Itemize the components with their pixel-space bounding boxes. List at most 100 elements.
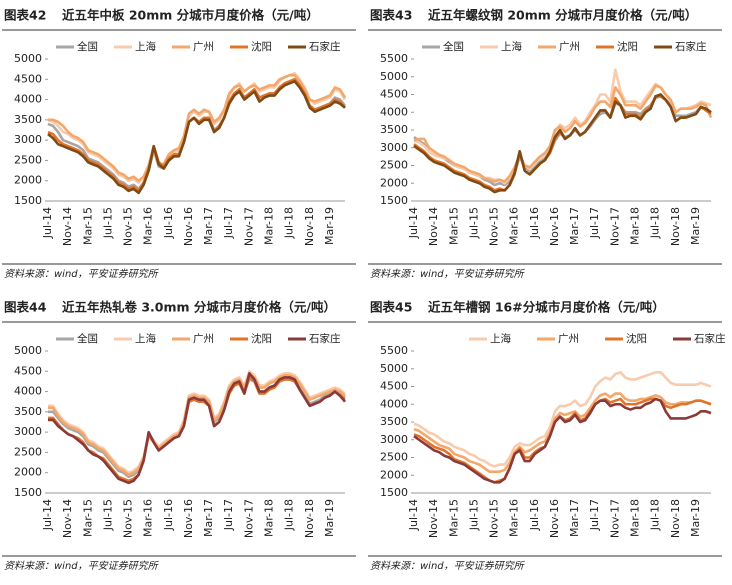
x-tick-label: Jul-18 [283,499,296,531]
y-tick-label: 2000 [14,466,42,479]
chart-panel: 图表43 近五年螺纹钢 20mm 分城市月度价格（元/吨） 资料来源：wind，平安… [368,8,722,280]
x-tick-label: Mar-19 [689,207,702,245]
y-tick-label: 2000 [380,468,408,481]
legend-label: 广州 [193,41,214,53]
series-line [413,371,712,468]
x-tick-label: Nov-16 [548,207,561,246]
x-tick-label: Nov-15 [122,207,135,246]
legend-label: 上海 [135,332,156,345]
x-tick-label: Jul-16 [528,207,541,239]
source-note: 资料来源：wind，平安证券研究所 [370,560,526,572]
y-tick-label: 3500 [14,113,42,126]
x-tick-label: Mar-16 [508,207,521,245]
series-line [413,93,712,194]
x-tick-label: Nov-18 [303,207,316,246]
x-tick-label: Nov-18 [669,499,682,538]
series-line [413,94,712,192]
legend-label: 全国 [443,40,464,53]
series-line [48,73,347,183]
legend-label: 沈阳 [251,332,272,345]
y-tick-label: 3000 [14,425,42,438]
x-tick-label: Jul-18 [649,207,662,239]
y-tick-label: 5000 [14,344,42,357]
x-tick-label: Mar-19 [323,207,336,245]
y-tick-label: 4000 [380,105,408,118]
y-tick-label: 4000 [380,397,408,410]
x-tick-label: Nov-15 [122,499,135,538]
y-tick-label: 5000 [380,70,408,83]
series-line [413,392,712,473]
series-line [47,80,346,195]
x-tick-label: Mar-15 [81,207,94,245]
chart-panel: 图表42 近五年中板 20mm 分城市月度价格（元/吨） 资料来源：wind，平安证… [2,8,356,280]
x-tick-label: Nov-18 [669,207,682,246]
y-tick-label: 1500 [380,194,408,207]
y-tick-label: 5500 [380,344,408,357]
x-tick-label: Mar-18 [262,499,275,537]
y-tick-label: 3000 [380,433,408,446]
source-note: 资料来源：wind，平安证券研究所 [370,268,526,280]
y-tick-label: 2500 [380,159,408,172]
x-tick-label: Mar-17 [568,499,581,537]
series-line [413,84,713,183]
legend-label: 石家庄 [309,332,341,345]
y-tick-label: 3000 [14,133,42,146]
series-line [48,372,347,485]
y-tick-label: 3500 [380,123,408,136]
chart-title: 近五年中板 20mm 分城市月度价格（元/吨） [62,8,319,23]
legend-label: 全国 [77,40,98,53]
x-tick-label: Nov-15 [488,499,501,538]
x-tick-label: Jul-16 [162,207,175,239]
x-tick-label: Jul-17 [222,207,235,239]
y-tick-label: 4500 [380,88,408,101]
x-tick-label: Mar-15 [447,207,460,245]
legend-label: 石家庄 [694,332,726,345]
x-tick-label: Jul-15 [101,207,114,239]
chart-title: 近五年槽钢 16#分城市月度价格（元/吨） [428,300,665,315]
x-tick-label: Nov-14 [427,207,440,246]
y-tick-label: 3000 [380,141,408,154]
y-tick-label: 4000 [14,385,42,398]
y-tick-label: 4500 [14,72,42,85]
x-tick-label: Nov-14 [427,499,440,538]
x-tick-label: Jul-17 [222,499,235,531]
chart-title: 近五年螺纹钢 20mm 分城市月度价格（元/吨） [428,8,697,23]
series-line [48,369,346,475]
x-tick-label: Jul-16 [162,499,175,531]
y-tick-label: 4500 [14,364,42,377]
chart-label: 图表44 [4,300,47,315]
y-tick-label: 5000 [380,362,408,375]
x-tick-label: Mar-18 [628,499,641,537]
x-tick-label: Mar-17 [202,499,215,537]
x-tick-label: Jul-17 [588,207,601,239]
x-tick-label: Mar-16 [142,207,155,245]
x-tick-label: Nov-17 [608,499,621,538]
x-tick-label: Nov-18 [303,499,316,538]
y-tick-label: 5000 [14,52,42,65]
x-tick-label: Mar-17 [568,207,581,245]
chart-panel: 图表45 近五年槽钢 16#分城市月度价格（元/吨） 资料来源：wind，平安证券研… [368,300,726,572]
legend-label: 沈阳 [251,40,272,53]
legend-label: 石家庄 [309,40,341,53]
y-tick-label: 1500 [380,486,408,499]
x-tick-label: Mar-18 [628,207,641,245]
y-tick-label: 1500 [14,486,42,499]
series-line [47,71,347,185]
x-tick-label: Mar-19 [323,499,336,537]
chart-label: 图表43 [370,8,412,23]
chart-label: 图表45 [370,300,412,315]
legend-label: 广州 [558,333,579,345]
x-tick-label: Jul-15 [467,499,480,531]
y-tick-label: 2500 [14,445,42,458]
legend-label: 上海 [490,332,511,345]
x-tick-label: Jul-17 [588,499,601,531]
x-tick-label: Jul-14 [41,207,54,239]
x-tick-label: Mar-16 [508,499,521,537]
chart-panel: 图表44 近五年热轧卷 3.0mm 分城市月度价格（元/吨） 资料来源：wind，平… [2,300,356,572]
y-tick-label: 4500 [380,380,408,393]
x-tick-label: Jul-14 [41,499,54,531]
legend-label: 沈阳 [617,40,638,53]
y-tick-label: 4000 [14,93,42,106]
